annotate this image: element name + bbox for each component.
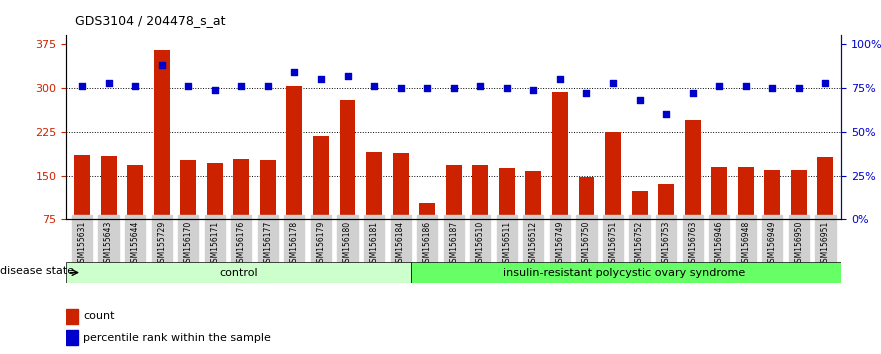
Bar (605, 132, 621, 219)
Bar (100, 156, 116, 219)
Bar (472, 165, 488, 219)
Point (606, 80, 620, 86)
Bar (419, 203, 435, 219)
Point (181, 84, 196, 89)
Point (75, 84, 89, 89)
Text: GDS3104 / 204478_s_at: GDS3104 / 204478_s_at (75, 14, 226, 27)
Bar (366, 152, 382, 219)
Bar (339, 100, 355, 219)
Point (553, 76, 567, 82)
Point (420, 85, 434, 91)
Point (447, 85, 461, 91)
Point (234, 84, 248, 89)
Bar (286, 86, 302, 219)
Text: insulin-resistant polycystic ovary syndrome: insulin-resistant polycystic ovary syndr… (502, 268, 744, 278)
Point (208, 87, 222, 93)
Point (580, 90, 594, 96)
Bar (499, 168, 515, 219)
Bar (66, 309, 78, 324)
Bar (765, 170, 781, 219)
Point (739, 84, 753, 89)
Point (261, 84, 275, 89)
Point (659, 112, 673, 117)
Bar (632, 192, 648, 219)
Point (394, 85, 408, 91)
Point (526, 87, 540, 93)
Point (128, 84, 142, 89)
Bar (711, 167, 727, 219)
Bar (525, 171, 541, 219)
Point (766, 85, 780, 91)
Text: disease state: disease state (0, 266, 74, 276)
Bar (127, 165, 143, 219)
Point (685, 90, 700, 96)
Bar (74, 155, 90, 219)
Point (633, 97, 647, 103)
Point (712, 84, 726, 89)
Bar (153, 50, 170, 219)
Bar (207, 164, 223, 219)
Point (367, 84, 381, 89)
Bar (181, 160, 196, 219)
Bar (393, 153, 409, 219)
Text: control: control (219, 268, 258, 278)
Bar (791, 170, 807, 219)
Bar (260, 160, 276, 219)
FancyBboxPatch shape (411, 262, 841, 283)
Bar (66, 330, 78, 345)
Point (340, 73, 354, 79)
Bar (233, 159, 249, 219)
Point (500, 85, 514, 91)
Point (792, 85, 806, 91)
FancyBboxPatch shape (66, 262, 411, 283)
Point (154, 62, 168, 68)
Point (473, 84, 487, 89)
Text: percentile rank within the sample: percentile rank within the sample (83, 332, 271, 343)
Bar (818, 157, 833, 219)
Point (101, 80, 115, 86)
Point (314, 76, 328, 82)
Point (287, 69, 301, 75)
Text: count: count (83, 311, 115, 321)
Bar (313, 136, 329, 219)
Bar (737, 167, 754, 219)
Point (818, 80, 833, 86)
Bar (552, 91, 568, 219)
Bar (446, 165, 462, 219)
Bar (658, 184, 674, 219)
Bar (579, 177, 595, 219)
Bar (685, 120, 700, 219)
